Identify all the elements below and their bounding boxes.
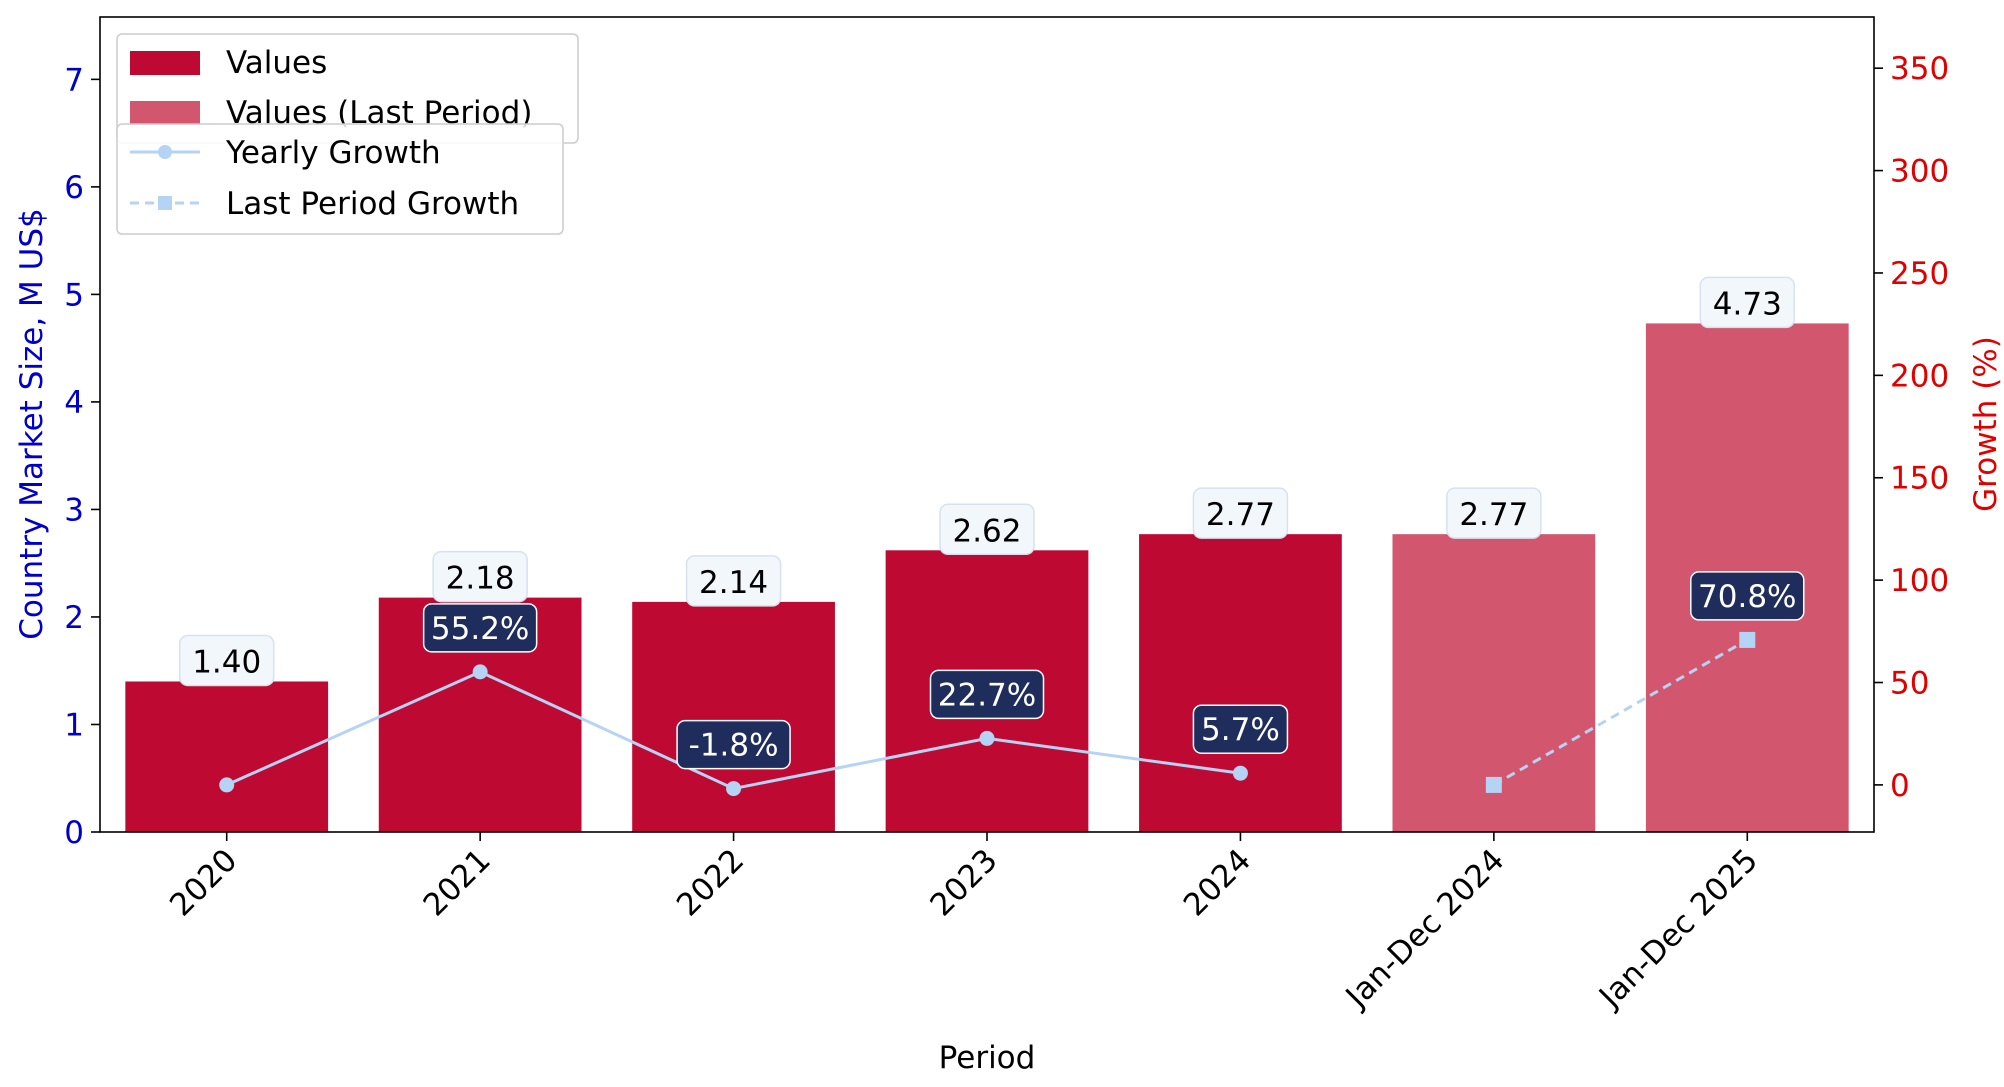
y2-tick-label-150: 150 xyxy=(1890,461,1949,497)
y2-tick-label-100: 100 xyxy=(1890,563,1949,599)
y2-tick-label-0: 0 xyxy=(1890,768,1910,804)
value-label-2023: 2.62 xyxy=(952,513,1021,549)
y2-tick-label-200: 200 xyxy=(1890,358,1949,394)
y-tick-label-6: 6 xyxy=(64,170,84,206)
value-label-box-2023 xyxy=(939,503,1035,556)
point-yearly-growth-2022 xyxy=(726,781,742,797)
legend-label-last-period-growth: Last Period Growth xyxy=(226,186,519,222)
x-tick-label-2021: 2021 xyxy=(417,842,498,923)
point-last-period-growth-jan-dec-2025 xyxy=(1739,631,1756,648)
value-label-2024: 2.77 xyxy=(1206,497,1275,533)
y-tick-label-4: 4 xyxy=(64,385,84,421)
y-tick-label-3: 3 xyxy=(64,492,84,528)
growth-label-box-jan-dec-2025 xyxy=(1690,571,1805,621)
y-tick-label-5: 5 xyxy=(64,277,84,313)
y2-axis-label: Growth (%) xyxy=(1968,336,2004,512)
y2-tick-label-50: 50 xyxy=(1890,666,1929,702)
value-label-box-2022 xyxy=(685,555,782,607)
growth-label-box-2021 xyxy=(422,603,538,653)
value-label-2021: 2.18 xyxy=(446,561,515,597)
value-label-jan-dec-2025: 4.73 xyxy=(1713,286,1782,322)
y-tick-label-0: 0 xyxy=(64,815,84,851)
value-label-2022: 2.14 xyxy=(699,565,768,601)
legend-marker-yearly-growth xyxy=(158,145,172,159)
point-yearly-growth-2024 xyxy=(1232,765,1248,781)
legend-swatch-values-last-period xyxy=(130,101,200,125)
growth-label-box-2022 xyxy=(676,719,791,770)
x-tick-label-2024: 2024 xyxy=(1177,842,1258,923)
y2-tick-label-350: 350 xyxy=(1890,51,1949,87)
growth-label-box-2023 xyxy=(929,669,1045,720)
growth-label-2021: 55.2% xyxy=(431,611,529,647)
legend-marker-last-period-growth xyxy=(158,196,172,210)
growth-label-2023: 22.7% xyxy=(938,677,1036,713)
y-axis-label: Country Market Size, M US$ xyxy=(14,208,50,639)
value-label-box-2021 xyxy=(432,550,528,603)
x-axis-label: Period xyxy=(939,1040,1036,1076)
growth-label-2024: 5.7% xyxy=(1201,712,1280,748)
value-label-2020: 1.40 xyxy=(192,644,261,680)
point-last-period-growth-jan-dec-2024 xyxy=(1485,776,1502,793)
x-tick-label-jan-dec-2025: Jan-Dec 2025 xyxy=(1591,842,1765,1016)
value-label-jan-dec-2024: 2.77 xyxy=(1459,497,1528,533)
bars-layer xyxy=(125,323,1849,832)
legend-label-values: Values xyxy=(226,45,327,81)
y-tick-label-1: 1 xyxy=(64,707,84,743)
x-tick-label-2020: 2020 xyxy=(163,842,244,923)
legend-swatch-values xyxy=(130,51,200,75)
x-tick-label-2022: 2022 xyxy=(670,842,751,923)
bar-2022 xyxy=(632,601,835,832)
point-yearly-growth-2021 xyxy=(472,664,488,680)
growth-labels-layer: 55.2% -1.8% 22.7% 5.7% 70.8% xyxy=(422,571,1805,770)
value-labels-layer: 1.40 2.18 2.14 2.62 2.77 2.77 4.73 xyxy=(178,276,1796,687)
y-tick-label-2: 2 xyxy=(64,600,84,636)
line-legend-frame xyxy=(116,123,564,235)
growth-lines-layer xyxy=(219,631,1756,797)
line-last-period-growth xyxy=(1493,638,1749,787)
x-tick-label-2023: 2023 xyxy=(923,842,1004,923)
growth-label-box-2024 xyxy=(1192,704,1289,754)
bar-2020 xyxy=(125,681,329,832)
value-label-box-jan-dec-2025 xyxy=(1699,276,1796,329)
value-label-box-2020 xyxy=(178,634,275,687)
bar-2024 xyxy=(1139,534,1342,832)
y-tick-label-7: 7 xyxy=(64,62,84,98)
point-yearly-growth-2023 xyxy=(979,730,995,746)
point-yearly-growth-2020 xyxy=(219,777,235,793)
growth-label-2022: -1.8% xyxy=(689,728,779,764)
value-label-box-jan-dec-2024 xyxy=(1446,487,1542,539)
x-tick-label-jan-dec-2024: Jan-Dec 2024 xyxy=(1338,842,1512,1016)
y2-tick-label-250: 250 xyxy=(1890,256,1949,292)
line-legend: Yearly Growth Last Period Growth xyxy=(116,123,564,235)
legend-label-yearly-growth: Yearly Growth xyxy=(225,135,441,171)
value-label-box-2024 xyxy=(1192,487,1289,539)
growth-label-jan-dec-2025: 70.8% xyxy=(1698,579,1796,615)
y2-tick-label-300: 300 xyxy=(1890,154,1949,190)
